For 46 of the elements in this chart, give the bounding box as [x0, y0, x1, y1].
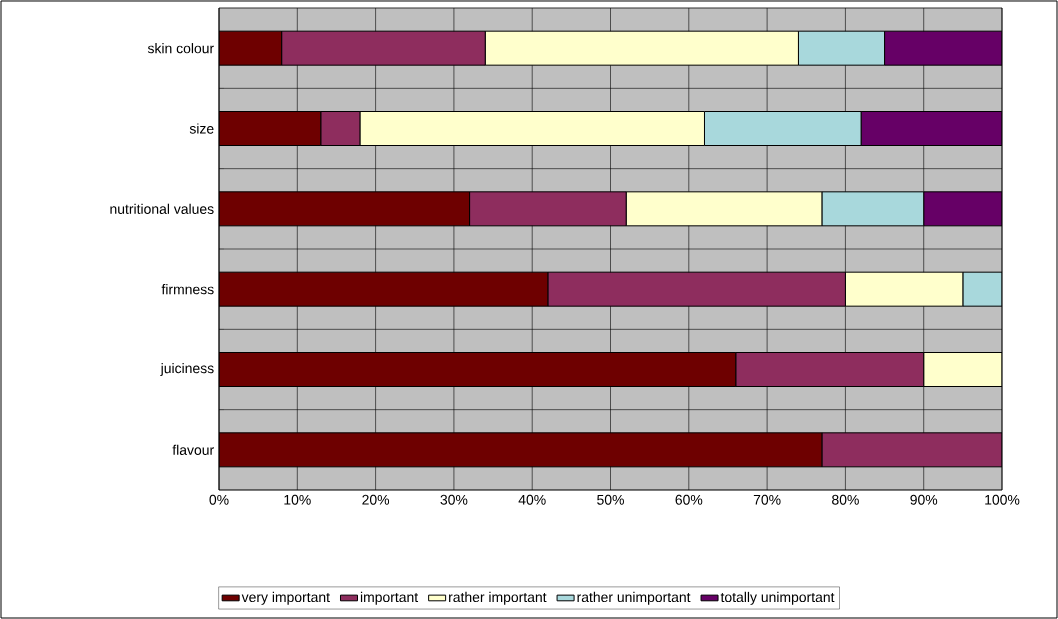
- bar: [703, 111, 862, 146]
- y-tick-label: juiciness: [160, 363, 214, 376]
- y-tick-label: firmness: [161, 284, 214, 295]
- bar: [219, 271, 549, 307]
- y-tick-label: flavour: [172, 444, 214, 455]
- bar: [923, 352, 1003, 387]
- bar: [469, 191, 627, 227]
- legend-label: very important: [241, 591, 330, 605]
- legend-label: totally unimportant: [720, 591, 835, 605]
- y-tick-label: skin colour: [147, 43, 214, 54]
- bar: [281, 30, 486, 66]
- bar: [320, 111, 361, 146]
- bar: [797, 30, 886, 66]
- x-tick-label: 30%: [440, 494, 468, 505]
- x-tick-label: 20%: [362, 494, 390, 505]
- x-tick-label: 50%: [597, 494, 624, 505]
- y-tick-label: nutritional values: [110, 203, 214, 214]
- x-tick-label: 60%: [675, 494, 703, 505]
- x-tick-label: 0%: [209, 494, 229, 505]
- bar: [735, 352, 925, 387]
- bar: [219, 352, 737, 387]
- bar: [625, 191, 823, 227]
- x-tick-label: 100%: [985, 494, 1020, 505]
- bar: [219, 432, 823, 468]
- legend-label: rather important: [449, 591, 547, 605]
- x-tick-label: 70%: [753, 494, 781, 505]
- bar: [219, 30, 283, 66]
- bar: [821, 191, 925, 227]
- bar: [860, 111, 1003, 146]
- bar: [484, 30, 799, 66]
- bar: [962, 271, 1003, 307]
- bar: [923, 191, 1003, 227]
- bar: [547, 271, 846, 307]
- bar: [219, 111, 322, 146]
- y-tick-label: size: [189, 123, 214, 134]
- bar: [219, 191, 471, 227]
- bar: [844, 271, 964, 307]
- bar: [821, 432, 1003, 468]
- bar: [359, 111, 705, 146]
- x-tick-label: 10%: [284, 494, 311, 505]
- legend-label: rather unimportant: [577, 591, 691, 605]
- x-tick-label: 80%: [832, 494, 859, 505]
- x-tick-label: 90%: [910, 494, 938, 505]
- bar: [884, 30, 1003, 66]
- x-tick-label: 40%: [518, 494, 546, 505]
- legend-label: important: [360, 591, 419, 605]
